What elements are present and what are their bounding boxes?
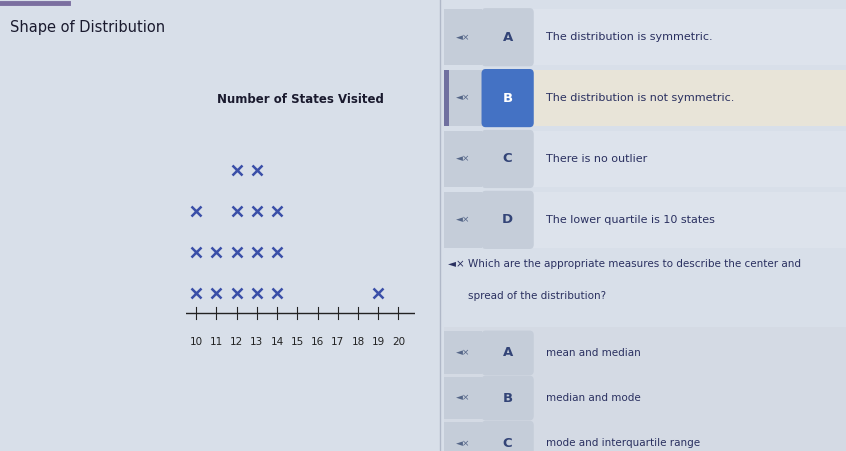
FancyBboxPatch shape — [444, 70, 846, 126]
FancyBboxPatch shape — [444, 422, 482, 451]
FancyBboxPatch shape — [444, 131, 846, 187]
FancyBboxPatch shape — [481, 376, 534, 420]
Text: The distribution is not symmetric.: The distribution is not symmetric. — [546, 93, 734, 103]
Text: ◄×: ◄× — [456, 394, 470, 402]
FancyBboxPatch shape — [444, 192, 846, 248]
FancyBboxPatch shape — [444, 422, 846, 451]
Text: B: B — [503, 391, 513, 405]
FancyBboxPatch shape — [481, 130, 534, 188]
Text: B: B — [503, 92, 513, 105]
FancyBboxPatch shape — [444, 9, 482, 65]
Text: ◄×: ◄× — [456, 33, 470, 41]
FancyBboxPatch shape — [444, 192, 482, 248]
FancyBboxPatch shape — [444, 9, 846, 65]
Text: A: A — [503, 31, 513, 44]
Text: A: A — [503, 346, 513, 359]
Text: ◄×: ◄× — [456, 349, 470, 357]
FancyBboxPatch shape — [444, 327, 846, 451]
Text: mean and median: mean and median — [546, 348, 640, 358]
Text: ◄× Which are the appropriate measures to describe the center and: ◄× Which are the appropriate measures to… — [448, 259, 801, 269]
Bar — [444, 70, 449, 126]
Text: D: D — [502, 213, 514, 226]
Text: spread of the distribution?: spread of the distribution? — [469, 291, 607, 301]
FancyBboxPatch shape — [444, 131, 482, 187]
Text: C: C — [503, 437, 513, 450]
Text: ◄×: ◄× — [456, 94, 470, 102]
FancyBboxPatch shape — [444, 377, 846, 419]
FancyBboxPatch shape — [481, 191, 534, 249]
Text: median and mode: median and mode — [546, 393, 640, 403]
Text: The distribution is symmetric.: The distribution is symmetric. — [546, 32, 712, 42]
Text: ◄×: ◄× — [456, 216, 470, 224]
Text: Shape of Distribution: Shape of Distribution — [10, 20, 165, 35]
Text: The lower quartile is 10 states: The lower quartile is 10 states — [546, 215, 715, 225]
FancyBboxPatch shape — [444, 331, 846, 374]
Text: mode and interquartile range: mode and interquartile range — [546, 438, 700, 448]
FancyBboxPatch shape — [444, 377, 482, 419]
FancyBboxPatch shape — [444, 331, 482, 374]
FancyBboxPatch shape — [481, 421, 534, 451]
Text: There is no outlier: There is no outlier — [546, 154, 647, 164]
FancyBboxPatch shape — [481, 8, 534, 66]
FancyBboxPatch shape — [481, 331, 534, 375]
FancyBboxPatch shape — [444, 70, 482, 126]
FancyBboxPatch shape — [481, 69, 534, 127]
Title: Number of States Visited: Number of States Visited — [217, 93, 384, 106]
Text: C: C — [503, 152, 513, 166]
Text: ◄×: ◄× — [456, 439, 470, 447]
Text: ◄×: ◄× — [456, 155, 470, 163]
